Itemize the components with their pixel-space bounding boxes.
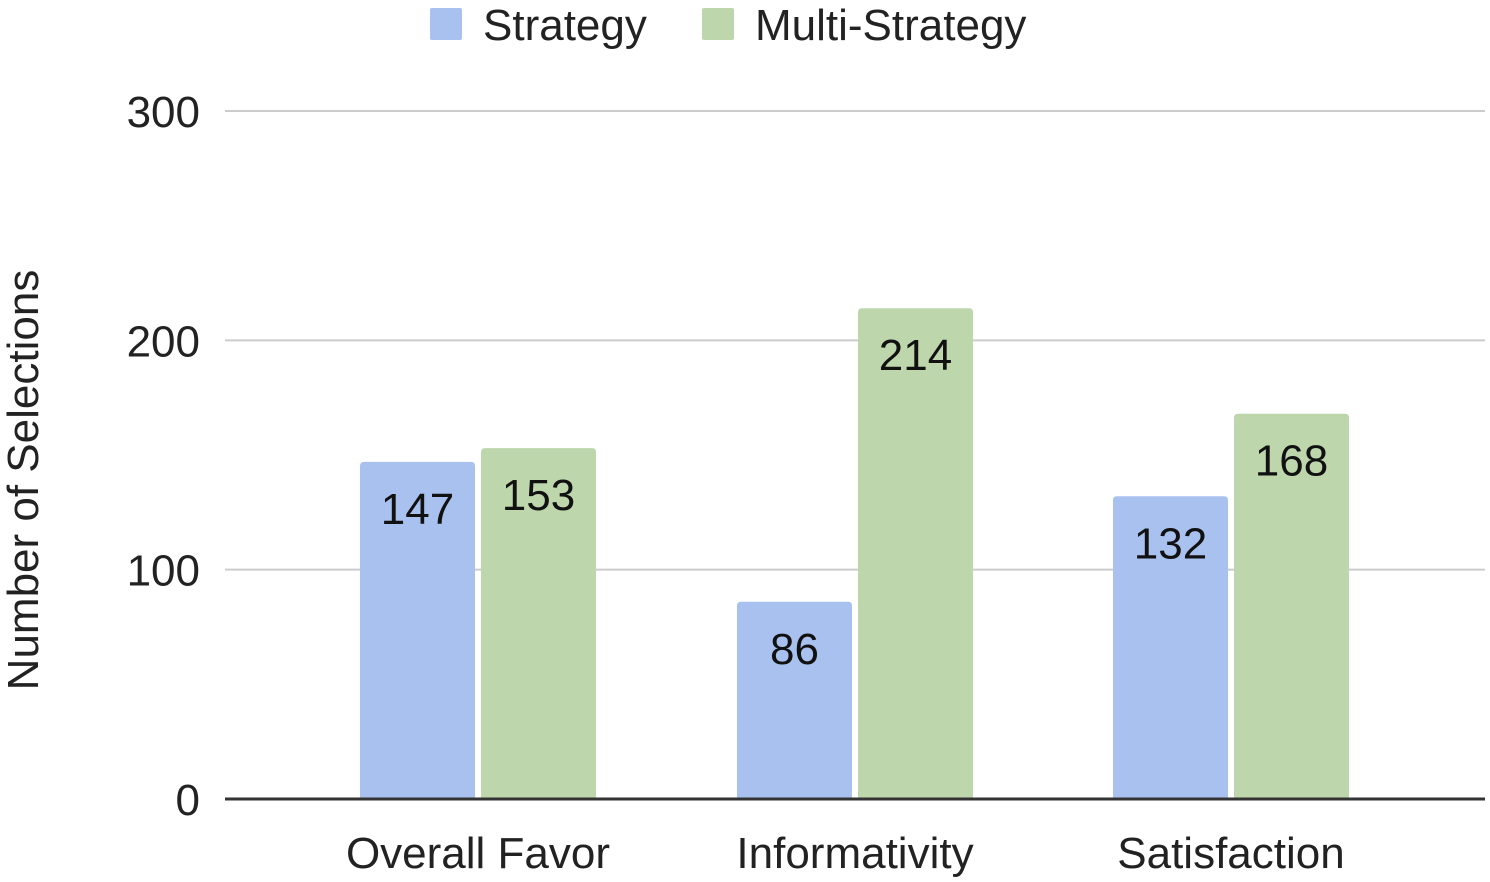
data-label: 153: [502, 471, 575, 520]
y-tick-label: 200: [127, 317, 200, 366]
bar-multi-strategy-0: [481, 448, 596, 799]
legend-label-0: Strategy: [483, 1, 647, 50]
bars: 147 153 86 214 132 168: [360, 308, 1349, 799]
bar-multi-strategy-1: [858, 308, 973, 799]
legend: Strategy Multi-Strategy: [430, 1, 1026, 50]
x-category-label: Satisfaction: [1117, 829, 1344, 878]
data-label: 147: [381, 485, 454, 534]
bar-strategy-1: [737, 601, 852, 799]
data-label: 132: [1134, 519, 1207, 568]
data-label: 214: [879, 331, 952, 380]
legend-swatch-0: [430, 8, 462, 40]
x-category-label: Overall Favor: [346, 829, 610, 878]
x-category-label: Informativity: [736, 829, 973, 878]
legend-label-1: Multi-Strategy: [755, 1, 1026, 50]
bar-multi-strategy-2: [1234, 413, 1349, 799]
legend-swatch-1: [702, 8, 734, 40]
y-axis-title: Number of Selections: [0, 270, 48, 691]
x-axis-categories: Overall Favor Informativity Satisfaction: [346, 829, 1345, 878]
data-label: 168: [1255, 437, 1328, 486]
y-tick-label: 300: [127, 88, 200, 137]
y-tick-label: 0: [176, 776, 200, 825]
y-tick-label: 100: [127, 547, 200, 596]
y-axis-ticks: 0 100 200 300: [127, 88, 200, 825]
data-label: 86: [770, 625, 819, 674]
bar-strategy-2: [1113, 496, 1228, 799]
bar-strategy-0: [360, 461, 475, 799]
